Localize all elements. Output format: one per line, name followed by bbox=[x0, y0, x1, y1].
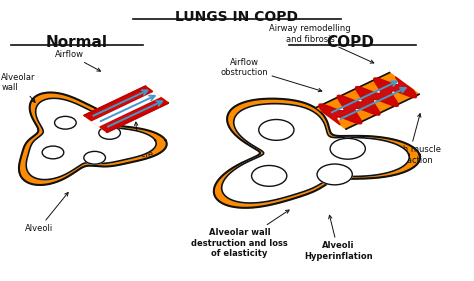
Text: LUNGS IN COPD: LUNGS IN COPD bbox=[175, 10, 299, 24]
Circle shape bbox=[252, 166, 287, 186]
Polygon shape bbox=[319, 77, 417, 125]
Text: Normal: Normal bbox=[46, 35, 108, 50]
Text: Smooth muscle
contraction: Smooth muscle contraction bbox=[376, 114, 441, 165]
Text: Alveolar
wall: Alveolar wall bbox=[1, 73, 36, 103]
Text: Airflow: Airflow bbox=[55, 50, 100, 71]
Polygon shape bbox=[222, 104, 409, 203]
Text: COPD: COPD bbox=[326, 35, 374, 50]
Circle shape bbox=[55, 116, 76, 129]
Polygon shape bbox=[328, 81, 408, 121]
Polygon shape bbox=[84, 86, 168, 132]
Circle shape bbox=[330, 138, 365, 159]
Polygon shape bbox=[100, 98, 169, 132]
Text: Alveoli
Hyperinflation: Alveoli Hyperinflation bbox=[304, 215, 373, 261]
Circle shape bbox=[42, 146, 64, 159]
Circle shape bbox=[259, 119, 294, 140]
Polygon shape bbox=[91, 91, 162, 128]
Polygon shape bbox=[19, 92, 167, 185]
Text: Alveoli: Alveoli bbox=[25, 192, 68, 233]
Polygon shape bbox=[317, 72, 419, 129]
Circle shape bbox=[99, 126, 120, 139]
Polygon shape bbox=[26, 98, 156, 180]
Text: Airflow
obstruction: Airflow obstruction bbox=[220, 58, 322, 92]
Polygon shape bbox=[84, 86, 153, 121]
Circle shape bbox=[317, 164, 352, 185]
Text: Smooth
muscle: Smooth muscle bbox=[122, 122, 154, 159]
Circle shape bbox=[84, 151, 105, 164]
Text: Airway remodelling
and fibrosis: Airway remodelling and fibrosis bbox=[269, 24, 374, 63]
Text: Alveolar wall
destruction and loss
of elasticity: Alveolar wall destruction and loss of el… bbox=[191, 210, 289, 258]
Polygon shape bbox=[214, 99, 420, 208]
